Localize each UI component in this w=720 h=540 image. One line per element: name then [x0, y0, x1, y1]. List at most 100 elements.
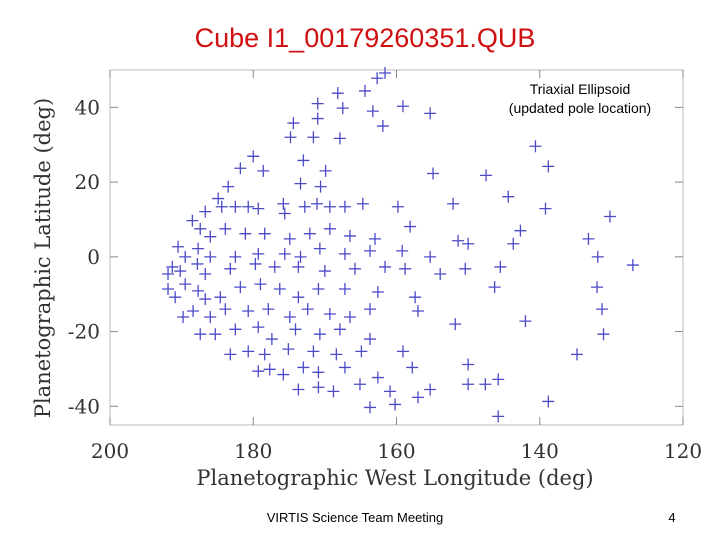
- scatter-point: [323, 222, 336, 235]
- scatter-point: [187, 305, 200, 318]
- x-tick-label: 160: [377, 439, 415, 463]
- scatter-point: [199, 293, 212, 306]
- x-tick-label: 120: [664, 439, 702, 463]
- scatter-point: [396, 345, 409, 358]
- scatter-point: [297, 154, 310, 167]
- scatter-point: [626, 259, 639, 272]
- scatter-point: [212, 192, 225, 205]
- scatter-point: [283, 232, 296, 245]
- scatter-point: [174, 265, 187, 278]
- scatter-point: [323, 308, 336, 321]
- scatter-point: [462, 378, 475, 391]
- scatter-point: [338, 200, 351, 213]
- scatter-point: [292, 383, 305, 396]
- scatter-point: [268, 260, 281, 273]
- scatter-point: [222, 180, 235, 193]
- scatter-point: [277, 197, 290, 210]
- scatter-point: [229, 250, 242, 263]
- scatter-point: [219, 222, 232, 235]
- scatter-point: [424, 250, 437, 263]
- scatter-point: [462, 237, 475, 250]
- scatter-point: [289, 323, 302, 336]
- scatter-point: [258, 348, 271, 361]
- scatter-point: [570, 348, 583, 361]
- scatter-point: [252, 247, 265, 260]
- scatter-point: [278, 207, 291, 220]
- scatter-point: [480, 169, 493, 182]
- scatter-point: [297, 361, 310, 374]
- scatter-point: [214, 291, 227, 304]
- scatter-point: [384, 385, 397, 398]
- scatter-point: [318, 265, 331, 278]
- scatter-point: [494, 260, 507, 273]
- scatter-point: [191, 257, 204, 270]
- scatter-point: [277, 368, 290, 381]
- scatter-point: [307, 131, 320, 144]
- scatter-point: [282, 343, 295, 356]
- scatter-point: [539, 202, 552, 215]
- scatter-point: [502, 190, 515, 203]
- scatter-point: [283, 311, 296, 324]
- scatter-point: [389, 398, 402, 411]
- scatter-point: [284, 131, 297, 144]
- y-tick-label: -40: [68, 394, 100, 418]
- scatter-point: [542, 395, 555, 408]
- scatter-point: [257, 164, 270, 177]
- scatter-point: [343, 311, 356, 324]
- scatter-point: [371, 371, 384, 384]
- scatter-point: [287, 117, 300, 130]
- scatter-point: [411, 391, 424, 404]
- scatter-point: [376, 120, 389, 133]
- scatter-point: [399, 262, 412, 275]
- scatter-point: [194, 328, 207, 341]
- scatter-point: [434, 268, 447, 281]
- scatter-point: [379, 66, 392, 79]
- scatter-point: [194, 222, 207, 235]
- scatter-point: [278, 247, 291, 260]
- scatter-point: [319, 164, 332, 177]
- scatter-point: [333, 132, 346, 145]
- scatter-point: [488, 281, 501, 294]
- scatter-point: [396, 100, 409, 113]
- scatter-point: [254, 278, 267, 291]
- scatter-point: [582, 232, 595, 245]
- scatter-point: [209, 328, 222, 341]
- scatter-point: [363, 244, 376, 257]
- scatter-point: [330, 348, 343, 361]
- scatter-point: [542, 160, 555, 173]
- scatter-point: [242, 345, 255, 358]
- scatter-point: [204, 230, 217, 243]
- scatter-point: [596, 303, 609, 316]
- scatter-point: [462, 358, 475, 371]
- y-tick-label: -20: [68, 320, 100, 344]
- scatter-point: [314, 180, 327, 193]
- scatter-point: [479, 378, 492, 391]
- scatter-point: [338, 361, 351, 374]
- scatter-point: [177, 311, 190, 324]
- scatter-point: [323, 200, 336, 213]
- scatter-point: [249, 257, 262, 270]
- scatter-point: [363, 401, 376, 414]
- scatter-point: [371, 72, 384, 85]
- scatter-point: [301, 303, 314, 316]
- plot-frame: [109, 69, 684, 426]
- scatter-point: [507, 237, 520, 250]
- scatter-point: [313, 242, 326, 255]
- scatter-point: [229, 323, 242, 336]
- x-tick-label: 140: [521, 439, 559, 463]
- scatter-point: [519, 315, 532, 328]
- scatter-point: [338, 247, 351, 260]
- scatter-point: [331, 87, 344, 100]
- scatter-point: [404, 220, 417, 233]
- scatter-point: [172, 240, 185, 253]
- scatter-point: [312, 282, 325, 295]
- scatter-point: [343, 229, 356, 242]
- scatter-point: [452, 234, 465, 247]
- scatter-point: [449, 318, 462, 331]
- scatter-point: [369, 232, 382, 245]
- scatter-point: [166, 260, 179, 273]
- scatter-point: [391, 200, 404, 213]
- scatter-point: [224, 262, 237, 275]
- scatter-point: [219, 303, 232, 316]
